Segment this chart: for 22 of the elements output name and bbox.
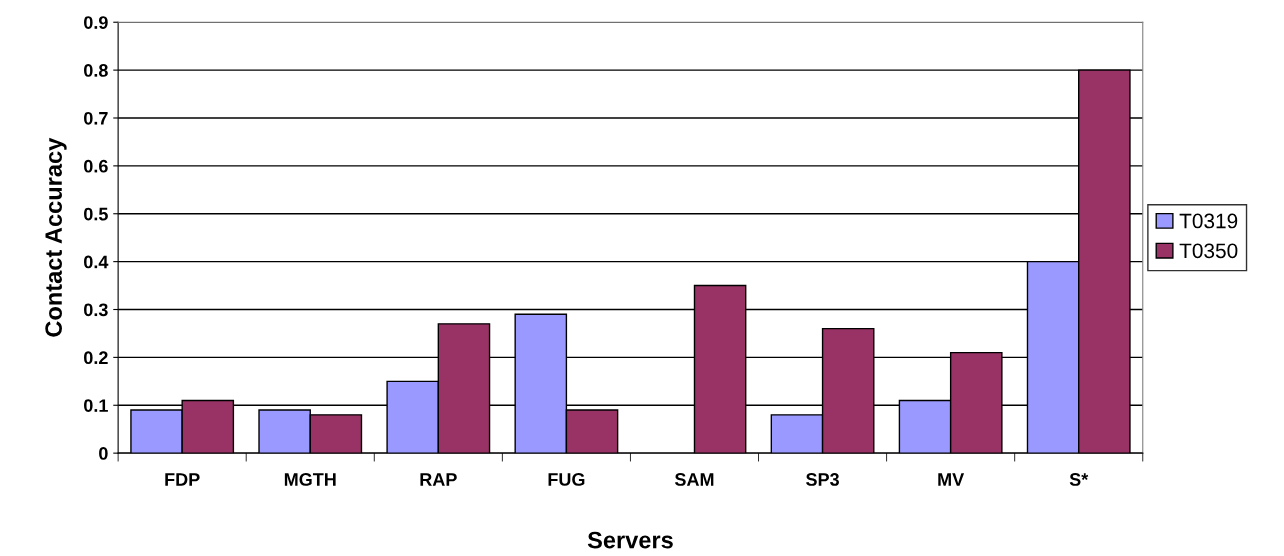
x-axis-title: Servers (587, 531, 673, 549)
y-axis-title: Contact Accuracy (45, 137, 67, 337)
y-tick-label: 0.3 (84, 303, 108, 317)
x-tick-label: SP3 (806, 473, 839, 486)
y-tick-label: 0.2 (84, 351, 108, 365)
x-tick-label: FDP (165, 473, 200, 486)
x-tick-label: MGTH (284, 473, 336, 486)
y-tick-label: 0.9 (84, 16, 108, 29)
x-tick-label: S* (1069, 473, 1089, 486)
x-tick-label: SAM (674, 473, 714, 486)
y-tick-label: 0.7 (84, 111, 108, 125)
y-tick-label: 0.6 (84, 159, 108, 173)
x-tick-label: MV (938, 473, 965, 486)
legend-label: T0350 (1179, 243, 1238, 259)
y-tick-label: 0.1 (84, 399, 108, 412)
y-tick-label: 0 (99, 447, 108, 460)
y-tick-label: 0.8 (84, 64, 108, 77)
y-tick-label: 0.5 (84, 207, 108, 221)
y-tick-label: 0.4 (84, 255, 109, 269)
x-tick-label: RAP (420, 473, 457, 486)
x-tick-label: FUG (548, 473, 585, 486)
legend-label: T0319 (1179, 213, 1238, 229)
